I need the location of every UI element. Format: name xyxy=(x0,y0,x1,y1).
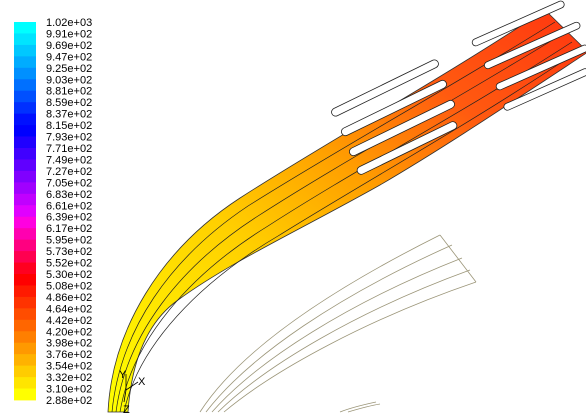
axis-label-x: X xyxy=(138,376,146,388)
axis-triad: Y X Z xyxy=(119,369,146,416)
fin-wireframe xyxy=(199,234,477,413)
axis-label-y: Y xyxy=(119,369,127,381)
axis-label-z: Z xyxy=(123,404,130,416)
fin-colored xyxy=(107,0,586,413)
